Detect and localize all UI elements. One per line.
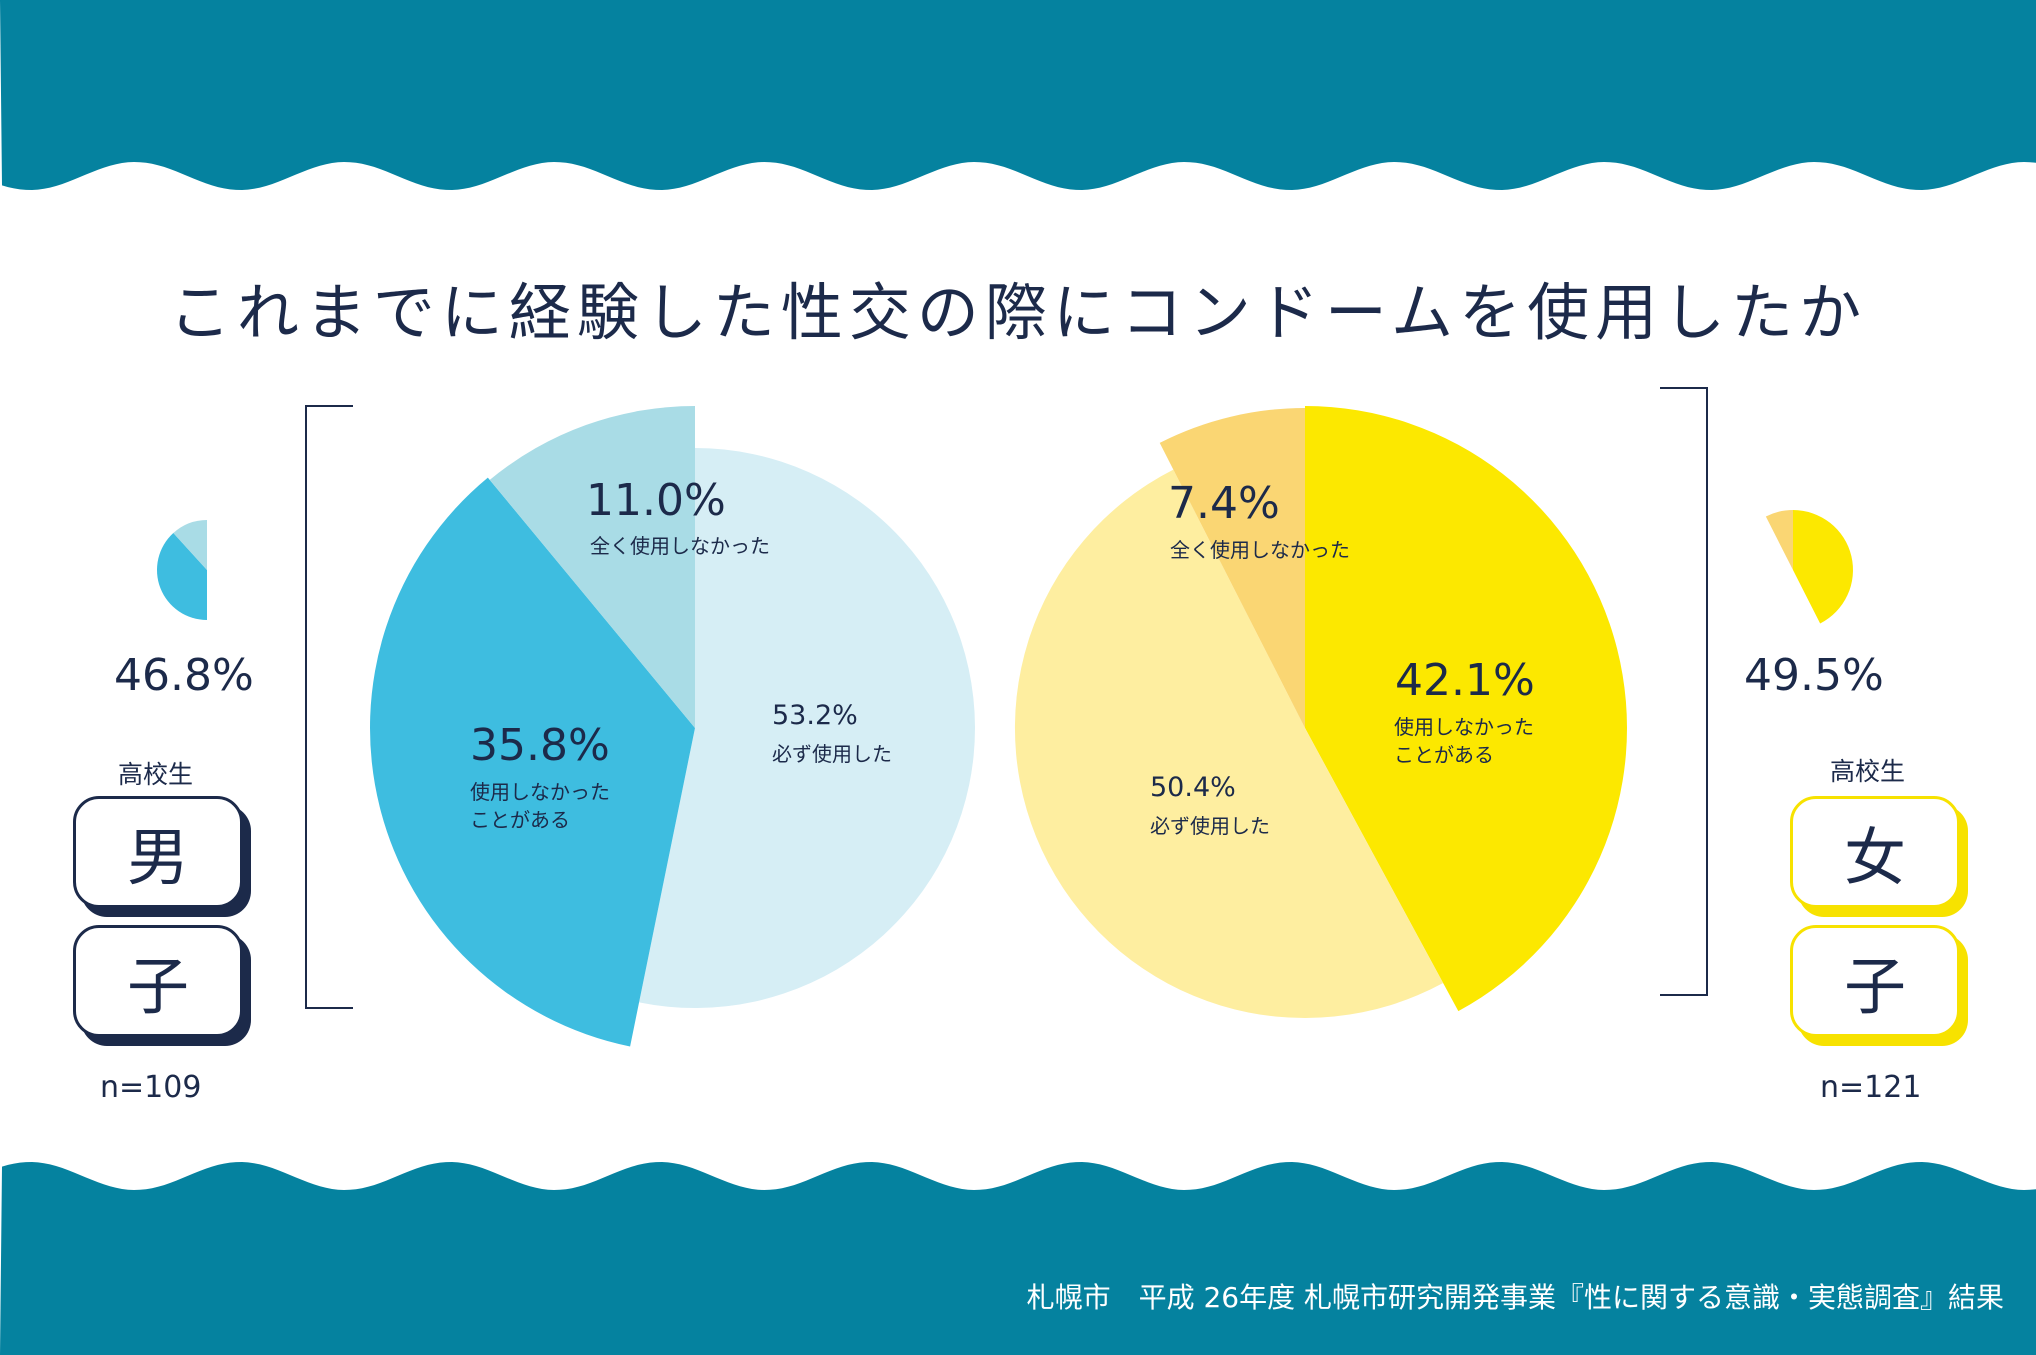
girls-never-pct: 7.4%	[1168, 478, 1280, 529]
boys-slice-sometimes	[370, 477, 695, 1047]
girls-sometimes-pct: 42.1%	[1395, 655, 1535, 706]
girls-slice-always	[1014, 469, 1444, 1019]
girls-always-pct: 50.4%	[1150, 772, 1236, 803]
source-citation: 札幌市 平成 26年度 札幌市研究開発事業『性に関する意識・実態調査』結果	[1026, 1281, 2004, 1314]
girls-always-label: 必ず使用した	[1150, 814, 1270, 838]
boys-sample-size: n=109	[100, 1070, 202, 1105]
girls-sometimes-label-1: 使用しなかった	[1394, 715, 1534, 739]
boys-sometimes-label-2: ことがある	[470, 808, 570, 832]
boys-mini-slice-never	[173, 520, 207, 570]
boys-bracket	[305, 405, 353, 1009]
girls-mini-slice-never	[1765, 510, 1793, 570]
boys-grade-label: 高校生	[118, 760, 194, 789]
bottom-wave-band	[0, 1162, 2036, 1355]
top-wave-band	[0, 0, 2036, 190]
girls-mini-pct: 49.5%	[1744, 650, 1884, 701]
boys-mini-pct: 46.8%	[114, 650, 254, 701]
boys-always-label: 必ず使用した	[772, 742, 892, 766]
girls-never-label: 全く使用しなかった	[1170, 538, 1350, 562]
boys-sometimes-pct: 35.8%	[470, 720, 610, 771]
chart-title: これまでに経験した性交の際にコンドームを使用したか	[168, 276, 1868, 349]
boys-slice-never	[489, 406, 695, 728]
boys-always-pct: 53.2%	[772, 700, 858, 731]
boys-mini-slice-sometimes	[156, 533, 207, 621]
girls-grade-label: 高校生	[1830, 757, 1906, 786]
girls-sometimes-label-2: ことがある	[1394, 743, 1494, 767]
girls-slice-sometimes	[1305, 406, 1628, 1012]
girls-tile-1: 女	[1790, 796, 1960, 908]
boys-never-pct: 11.0%	[586, 475, 726, 526]
boys-never-label: 全く使用しなかった	[590, 534, 770, 558]
boys-tile-2: 子	[73, 925, 243, 1037]
girls-mini-slice-sometimes	[1793, 510, 1853, 624]
girls-tile-2: 子	[1790, 925, 1960, 1037]
boys-tile-1: 男	[73, 796, 243, 908]
boys-slice-always	[639, 448, 975, 1009]
girls-bracket	[1660, 387, 1708, 996]
boys-sometimes-label-1: 使用しなかった	[470, 780, 610, 804]
girls-sample-size: n=121	[1820, 1070, 1922, 1105]
girls-slice-never	[1159, 408, 1305, 728]
